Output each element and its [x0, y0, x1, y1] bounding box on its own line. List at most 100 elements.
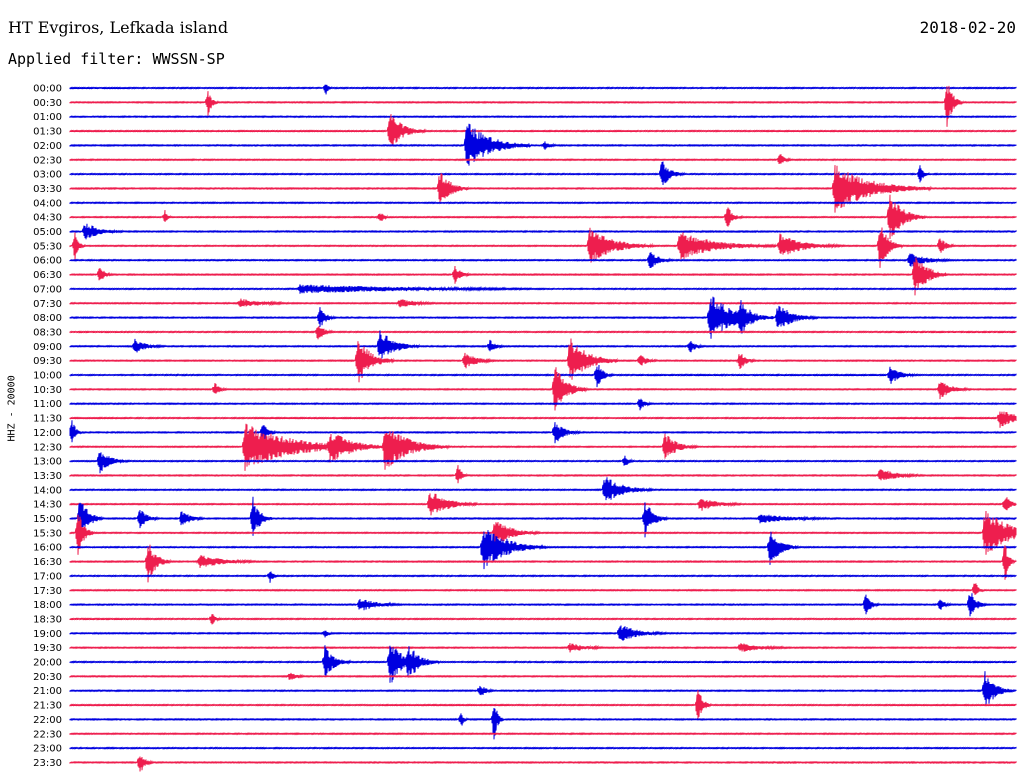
seismic-trace	[69, 338, 1017, 383]
seismic-trace	[69, 645, 1017, 683]
time-label: 05:00	[33, 227, 62, 238]
seismic-trace	[69, 85, 1017, 127]
time-label: 13:30	[33, 471, 62, 482]
seismic-trace	[69, 284, 1017, 294]
seismic-trace	[69, 671, 1017, 706]
time-label: 03:30	[33, 184, 62, 195]
time-label: 14:30	[33, 500, 62, 511]
time-label: 16:30	[33, 557, 62, 568]
seismic-trace	[69, 296, 1017, 339]
seismic-trace	[69, 571, 1017, 583]
seismic-trace	[69, 756, 1017, 772]
time-label: 06:30	[33, 270, 62, 281]
seismic-trace	[69, 510, 1017, 555]
time-label: 19:00	[33, 629, 62, 640]
time-label: 01:30	[33, 127, 62, 138]
time-label: 11:00	[33, 399, 62, 410]
seismic-trace	[69, 690, 1017, 720]
seismic-trace	[69, 411, 1017, 428]
seismic-trace	[69, 614, 1017, 625]
time-label: 19:30	[33, 643, 62, 654]
seismic-trace	[69, 165, 1017, 213]
time-label: 23:00	[33, 744, 62, 755]
time-label: 04:00	[33, 198, 62, 209]
time-label: 21:30	[33, 701, 62, 712]
time-label: 20:00	[33, 658, 62, 669]
time-label: 18:00	[33, 600, 62, 611]
seismic-trace	[69, 84, 1017, 95]
time-label: 17:00	[33, 571, 62, 582]
seismic-trace	[69, 201, 1017, 205]
time-label: 13:00	[33, 457, 62, 468]
time-label: 01:00	[33, 112, 62, 123]
seismic-trace	[69, 583, 1017, 595]
time-label: 09:30	[33, 356, 62, 367]
time-label: 05:30	[33, 241, 62, 252]
seismic-trace	[69, 367, 1017, 411]
seismic-trace	[69, 544, 1017, 583]
time-label: 10:00	[33, 371, 62, 382]
seismic-trace	[69, 530, 1017, 570]
time-label: 17:30	[33, 586, 62, 597]
seismic-trace	[69, 625, 1017, 641]
time-label: 10:30	[33, 385, 62, 396]
seismic-trace	[69, 420, 1017, 444]
seismic-trace	[69, 227, 1017, 268]
seismic-trace	[69, 252, 1017, 269]
seismic-trace	[69, 707, 1017, 740]
filter-label: Applied filter: WWSSN-SP	[8, 50, 225, 68]
time-label: 09:00	[33, 342, 62, 353]
seismic-trace	[69, 298, 1017, 308]
seismic-trace	[69, 325, 1017, 340]
seismic-trace	[69, 465, 1017, 484]
seismic-trace	[69, 477, 1017, 501]
date-label: 2018-02-20	[919, 18, 1016, 37]
seismic-trace	[69, 398, 1017, 411]
time-label: 08:30	[33, 327, 62, 338]
time-label: 02:30	[33, 155, 62, 166]
seismic-trace	[69, 493, 1017, 516]
time-label: 22:00	[33, 715, 62, 726]
time-label: 15:30	[33, 528, 62, 539]
seismic-trace	[69, 732, 1017, 736]
seismic-trace	[69, 123, 1017, 166]
seismic-trace	[69, 496, 1017, 541]
time-label: 22:30	[33, 729, 62, 740]
time-label: 03:00	[33, 170, 62, 181]
seismic-trace	[69, 452, 1017, 474]
time-label: 12:00	[33, 428, 62, 439]
seismic-trace	[69, 672, 1017, 680]
time-label: 02:00	[33, 141, 62, 152]
time-label: 07:30	[33, 299, 62, 310]
time-label: 14:00	[33, 485, 62, 496]
seismic-trace	[69, 114, 1017, 147]
time-label: 16:00	[33, 543, 62, 554]
time-label: 18:30	[33, 614, 62, 625]
time-label: 11:30	[33, 414, 62, 425]
time-label: 20:30	[33, 672, 62, 683]
seismic-trace	[69, 161, 1017, 186]
seismic-trace	[69, 643, 1017, 653]
time-label: 23:30	[33, 758, 62, 769]
time-label: 07:00	[33, 284, 62, 295]
seismic-trace	[69, 593, 1017, 617]
seismic-trace	[69, 364, 1017, 388]
time-label: 00:30	[33, 98, 62, 109]
seismic-trace	[69, 746, 1017, 750]
seismic-trace	[69, 223, 1017, 240]
seismic-trace	[69, 114, 1017, 119]
time-label: 12:30	[33, 442, 62, 453]
time-label: 08:00	[33, 313, 62, 324]
seismic-trace	[69, 194, 1017, 240]
time-label: 04:30	[33, 213, 62, 224]
time-label: 21:00	[33, 686, 62, 697]
time-label: 15:00	[33, 514, 62, 525]
seismic-trace	[69, 423, 1017, 471]
station-title: HT Evgiros, Lefkada island	[8, 18, 229, 37]
time-label: 06:00	[33, 256, 62, 267]
seismic-trace	[69, 154, 1017, 165]
seismic-trace	[69, 257, 1017, 296]
seismic-trace	[69, 330, 1017, 359]
time-label: 00:00	[33, 84, 62, 95]
